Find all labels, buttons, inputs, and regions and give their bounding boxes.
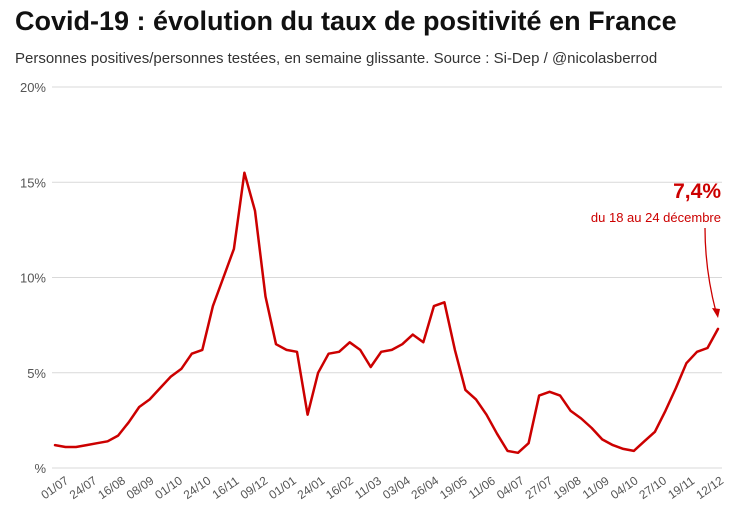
y-tick-label: 15% xyxy=(20,175,46,190)
x-tick-label: 19/11 xyxy=(665,473,697,501)
y-axis-ticks: % 5% 10% 15% 20% xyxy=(20,80,46,476)
annotation-layer xyxy=(704,227,720,318)
x-tick-label: 11/06 xyxy=(466,473,498,501)
x-tick-label: 08/09 xyxy=(124,473,157,502)
y-tick-label: 10% xyxy=(20,271,46,286)
x-tick-label: 12/12 xyxy=(693,473,726,502)
x-tick-label: 24/07 xyxy=(67,473,100,502)
y-tick-label: 20% xyxy=(20,80,46,95)
x-tick-label: 16/11 xyxy=(210,473,242,501)
chart-title: Covid-19 : évolution du taux de positivi… xyxy=(15,6,677,36)
gridlines xyxy=(52,86,722,469)
annotation-arrowhead xyxy=(712,308,720,318)
y-tick-label: % xyxy=(34,461,46,476)
x-tick-label: 03/04 xyxy=(380,473,413,502)
x-tick-label: 11/03 xyxy=(352,473,384,501)
series-line xyxy=(53,171,720,455)
x-tick-label: 01/01 xyxy=(266,473,299,502)
series-layer xyxy=(53,171,720,455)
annotation-arrow xyxy=(704,227,717,313)
x-tick-label: 04/10 xyxy=(608,473,641,502)
x-tick-label: 11/09 xyxy=(580,473,612,501)
annotation-value: 7,4% xyxy=(673,180,721,203)
x-tick-label: 24/10 xyxy=(181,473,214,502)
x-tick-label: 19/05 xyxy=(437,473,470,502)
x-tick-label: 24/01 xyxy=(295,473,328,502)
chart-subtitle: Personnes positives/personnes testées, e… xyxy=(15,50,658,67)
x-tick-label: 09/12 xyxy=(238,473,271,502)
x-tick-label: 27/10 xyxy=(636,473,669,502)
x-tick-label: 27/07 xyxy=(523,473,556,502)
x-tick-label: 26/04 xyxy=(409,473,442,502)
x-tick-label: 01/10 xyxy=(152,473,185,502)
x-axis-ticks: 01/0724/0716/0808/0901/1024/1016/1109/12… xyxy=(38,473,726,502)
x-tick-label: 16/02 xyxy=(323,473,356,502)
x-tick-label: 16/08 xyxy=(95,473,128,502)
x-tick-label: 04/07 xyxy=(494,473,527,502)
annotation-label: du 18 au 24 décembre xyxy=(590,210,721,225)
y-tick-label: 5% xyxy=(27,366,46,381)
x-tick-label: 19/08 xyxy=(551,473,584,502)
x-tick-label: 01/07 xyxy=(38,473,71,502)
